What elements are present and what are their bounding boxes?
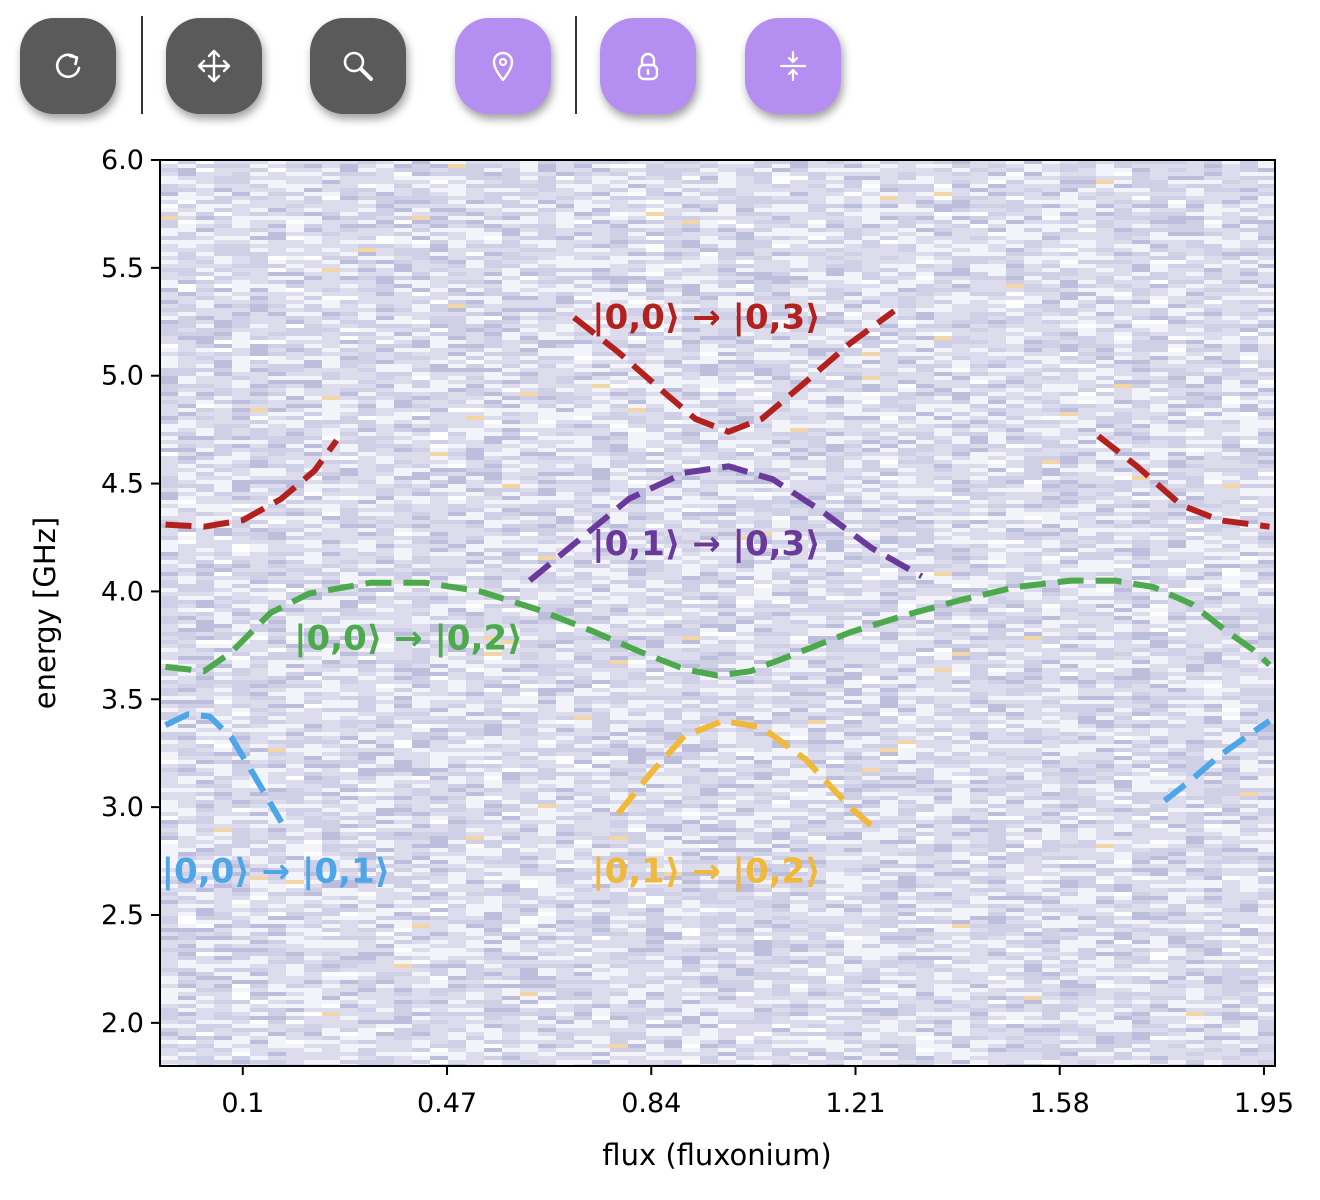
transition-curve-1 <box>165 577 1272 679</box>
annotations: |0,0⟩ → |0,3⟩ |0,1⟩ → |0,3⟩ |0,0⟩ → |0,2⟩ |… <box>162 297 821 891</box>
plot-frame <box>159 159 1276 1067</box>
x-tick-label: 1.21 <box>825 1088 885 1119</box>
lock-icon <box>637 52 659 81</box>
transition-curve-4 <box>615 717 880 834</box>
transition-label: |0,1⟩ → |0,3⟩ <box>592 524 821 564</box>
x-tick-label: 1.95 <box>1234 1088 1294 1119</box>
transition-curves <box>164 308 1272 834</box>
toolbar <box>0 0 1320 130</box>
select-point-button[interactable] <box>455 18 551 114</box>
refresh-icon <box>55 53 81 79</box>
x-tick-label: 0.47 <box>417 1088 477 1119</box>
transition-label: |0,0⟩ → |0,3⟩ <box>592 297 821 337</box>
y-tick-label: 2.5 <box>101 900 144 931</box>
transition-curve-0 <box>1162 718 1272 804</box>
compress-vertical-icon <box>779 50 807 82</box>
toolbar-separator <box>575 16 577 114</box>
x-tick-label: 1.58 <box>1030 1088 1090 1119</box>
transition-label: |0,0⟩ → |0,1⟩ <box>162 852 391 892</box>
transition-curve-2 <box>572 308 896 435</box>
heatmap-background <box>160 160 1275 1066</box>
magnifier-icon <box>343 51 373 81</box>
y-tick-label: 4.5 <box>101 469 144 500</box>
transition-label: |0,1⟩ → |0,2⟩ <box>592 852 821 892</box>
transition-curve-2 <box>165 438 340 530</box>
x-tick-label: 0.1 <box>221 1088 264 1119</box>
compress-button[interactable] <box>745 18 841 114</box>
y-tick-label: 2.0 <box>101 1008 144 1039</box>
map-pin-icon <box>492 51 514 82</box>
pan-button[interactable] <box>166 18 262 114</box>
transition-curve-3 <box>527 463 924 583</box>
transition-label: |0,0⟩ → |0,2⟩ <box>294 619 523 659</box>
y-tick-label: 4.0 <box>101 576 144 607</box>
x-axis-label: flux (fluxonium) <box>602 1138 831 1172</box>
y-axis: 2.0 2.5 3.0 3.5 4.0 4.5 5.0 5.5 6.0 <box>101 145 160 1039</box>
y-tick-label: 5.0 <box>101 361 144 392</box>
lock-button[interactable] <box>600 18 696 114</box>
reset-button[interactable] <box>20 18 116 114</box>
spectrum-chart: 0.1 0.47 0.84 1.21 1.58 1.95 2.0 2.5 3.0 3.5 4.0 4… <box>28 145 1294 1172</box>
toolbar-separator <box>141 16 143 114</box>
y-tick-label: 3.0 <box>101 792 144 823</box>
transition-curve-2 <box>1096 433 1270 530</box>
y-tick-label: 3.5 <box>101 684 144 715</box>
y-axis-label: energy [GHz] <box>28 517 62 709</box>
transition-curve-0 <box>164 711 284 824</box>
zoom-button[interactable] <box>310 18 406 114</box>
x-axis: 0.1 0.47 0.84 1.21 1.58 1.95 <box>221 1066 1294 1119</box>
x-tick-label: 0.84 <box>621 1088 681 1119</box>
move-arrows-icon <box>197 49 231 83</box>
y-tick-label: 5.5 <box>101 253 144 284</box>
y-tick-label: 6.0 <box>101 145 144 176</box>
